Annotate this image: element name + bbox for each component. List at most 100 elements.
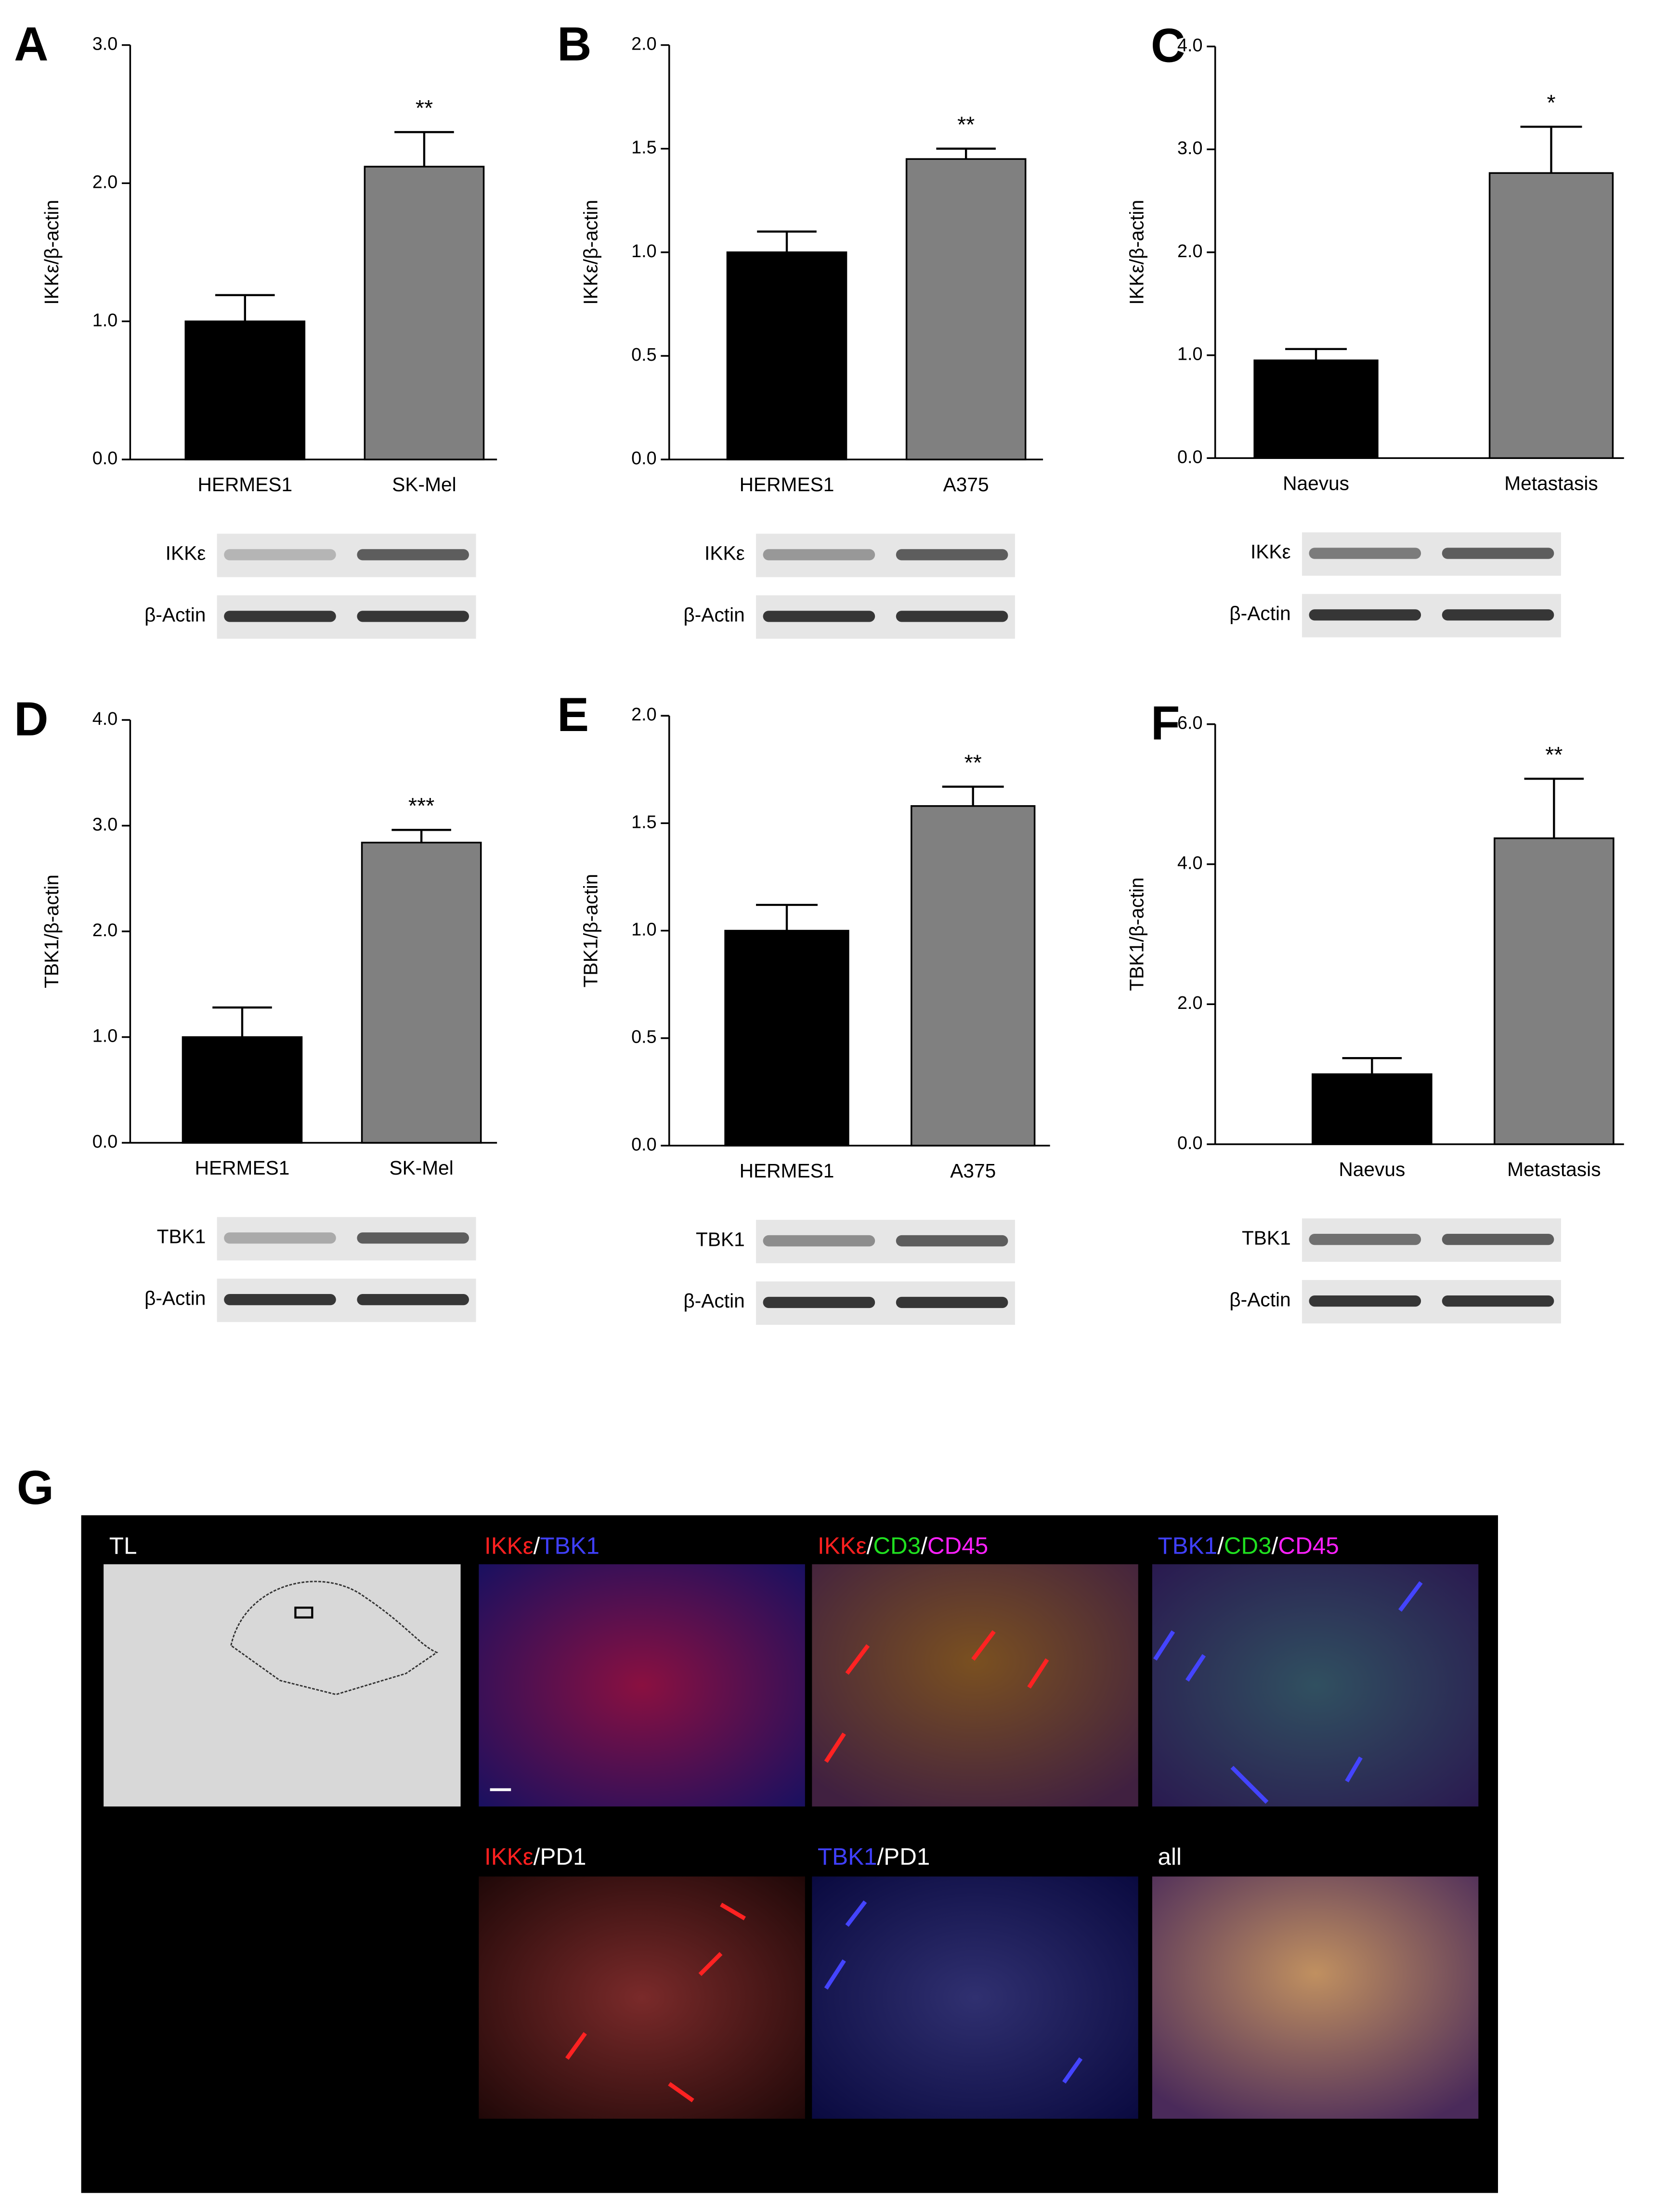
label-part: CD45 xyxy=(1278,1532,1339,1559)
y-tick-label: 1.0 xyxy=(92,1026,118,1046)
y-tick-label: 2.0 xyxy=(1177,993,1203,1013)
blot-band xyxy=(763,1296,875,1308)
x-tick-label: Metastasis xyxy=(1507,1158,1601,1180)
error-bar xyxy=(936,147,996,159)
panel-label: B xyxy=(557,17,591,70)
error-bar xyxy=(757,230,817,252)
y-axis-label: TBK1/β-actin xyxy=(40,875,63,988)
blot-band xyxy=(1309,609,1421,621)
x-tick-label: HERMES1 xyxy=(740,1160,834,1182)
blot-band xyxy=(1309,1234,1421,1245)
label-part: / xyxy=(867,1532,873,1559)
y-tick-label: 1.5 xyxy=(631,138,657,158)
tile-label: TBK1/PD1 xyxy=(818,1843,930,1870)
error-bar xyxy=(1520,125,1582,173)
y-tick-label: 6.0 xyxy=(1177,713,1203,733)
bar xyxy=(361,841,482,1144)
blot-band xyxy=(896,549,1008,561)
blot-band xyxy=(224,549,336,561)
bar xyxy=(1488,172,1614,459)
blot-band xyxy=(763,549,875,561)
y-tick-label: 0.5 xyxy=(631,1027,657,1047)
x-tick-label: Naevus xyxy=(1339,1158,1405,1180)
blot-band xyxy=(1442,1295,1554,1307)
error-bar xyxy=(1285,348,1347,361)
blot-band xyxy=(1442,548,1554,559)
label-part: IKKε xyxy=(484,1532,534,1559)
blot-label: IKKε xyxy=(704,542,745,564)
blot-band xyxy=(1442,1234,1554,1245)
blot-band xyxy=(896,1296,1008,1308)
blot-band xyxy=(224,611,336,622)
y-axis-label: IKKε/β-actin xyxy=(40,200,63,305)
y-tick-label: 2.0 xyxy=(631,705,657,725)
error-bar xyxy=(1342,1057,1402,1074)
blot-label: β-Actin xyxy=(1229,602,1290,625)
x-tick-label: SK-Mel xyxy=(392,473,456,496)
y-tick-label: 3.0 xyxy=(92,34,118,54)
blot-band xyxy=(224,1294,336,1306)
y-tick-label: 0.0 xyxy=(92,448,118,469)
x-tick-label: A375 xyxy=(943,473,989,496)
panel-label: E xyxy=(557,688,589,741)
bar xyxy=(182,1036,303,1144)
x-tick-label: A375 xyxy=(950,1160,996,1182)
label-part: CD3 xyxy=(873,1532,921,1559)
label-part: / xyxy=(534,1843,540,1870)
error-bar xyxy=(1524,777,1584,838)
y-tick-label: 4.0 xyxy=(92,709,118,729)
y-tick-label: 4.0 xyxy=(1177,35,1203,55)
label-part: / xyxy=(921,1532,927,1559)
y-tick-label: 2.0 xyxy=(631,34,657,54)
blot-band xyxy=(1309,548,1421,559)
x-tick-label: Naevus xyxy=(1283,472,1349,494)
fluor-image xyxy=(812,1876,1138,2119)
significance: ** xyxy=(416,95,433,120)
blot-band xyxy=(1442,609,1554,621)
significance: ** xyxy=(1545,742,1563,767)
error-bar xyxy=(756,903,818,931)
significance: *** xyxy=(408,793,434,818)
blot-band xyxy=(357,611,469,622)
x-tick-label: SK-Mel xyxy=(389,1157,453,1179)
x-tick-label: HERMES1 xyxy=(740,473,834,496)
bar xyxy=(1312,1073,1433,1145)
panel-label: C xyxy=(1151,19,1185,72)
y-tick-label: 1.0 xyxy=(631,241,657,261)
bar xyxy=(726,251,847,460)
bar xyxy=(724,929,849,1147)
y-tick-label: 3.0 xyxy=(92,814,118,835)
tile-label: IKKε/TBK1 xyxy=(484,1532,599,1559)
blot-band xyxy=(224,1232,336,1244)
label-part: all xyxy=(1158,1843,1182,1870)
label-part: CD3 xyxy=(1224,1532,1272,1559)
label-part: TBK1 xyxy=(540,1532,599,1559)
tile-label: IKKε/PD1 xyxy=(484,1843,586,1870)
panel-label: F xyxy=(1151,697,1180,750)
y-axis-label: IKKε/β-actin xyxy=(580,200,602,305)
error-bar xyxy=(394,131,454,167)
fluor-image xyxy=(1152,1876,1479,2119)
fluor-image xyxy=(479,1876,805,2119)
fluor-image xyxy=(1152,1564,1479,1807)
blot-label: TBK1 xyxy=(157,1226,206,1248)
y-tick-label: 2.0 xyxy=(1177,241,1203,261)
blot-label: TBK1 xyxy=(696,1228,745,1250)
y-tick-label: 4.0 xyxy=(1177,853,1203,873)
bar xyxy=(905,158,1027,460)
fluor-image xyxy=(812,1564,1138,1807)
blot-label: IKKε xyxy=(1250,541,1291,563)
tile-label: TL xyxy=(109,1532,137,1559)
region-box xyxy=(294,1607,313,1619)
error-bar xyxy=(215,294,275,322)
label-part: TBK1 xyxy=(818,1843,877,1870)
y-axis-label: TBK1/β-actin xyxy=(580,874,602,988)
panel-label: A xyxy=(14,17,48,70)
x-tick-label: HERMES1 xyxy=(195,1157,290,1179)
significance: ** xyxy=(957,112,975,137)
bar xyxy=(1253,359,1379,459)
label-part: / xyxy=(1272,1532,1278,1559)
y-tick-label: 0.0 xyxy=(631,448,657,469)
y-tick-label: 2.0 xyxy=(92,920,118,941)
